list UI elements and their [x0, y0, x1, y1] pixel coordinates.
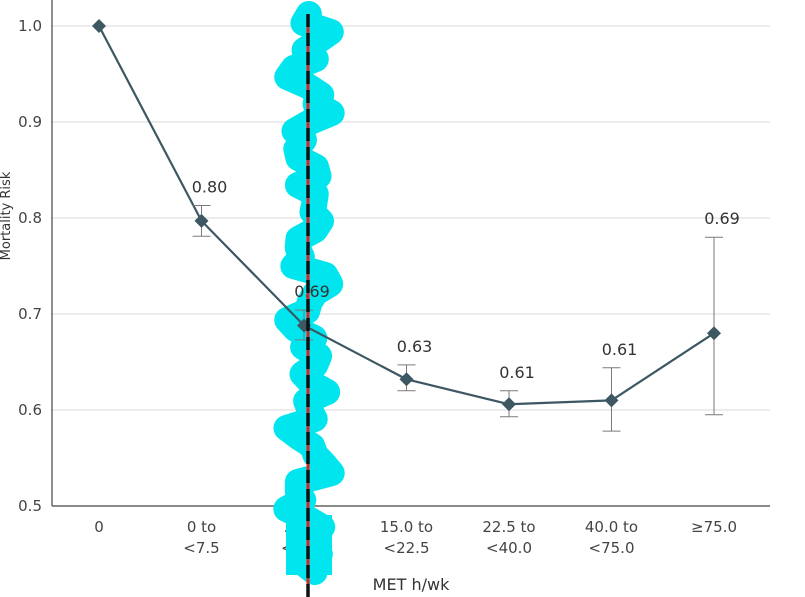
x-tick-label: 22.5 to <40.0 — [482, 518, 535, 557]
data-point-marker — [502, 397, 516, 412]
y-tick-label: 0.7 — [18, 305, 42, 323]
y-tick-label: 1.0 — [18, 17, 42, 35]
data-point-marker — [604, 393, 619, 408]
data-point-marker — [399, 372, 414, 387]
axes — [51, 0, 770, 507]
data-label: 0.61 — [499, 363, 535, 382]
data-point-marker — [194, 213, 209, 228]
y-tick-label: 0.5 — [18, 497, 42, 515]
data-label: 0.63 — [397, 337, 433, 356]
x-tick-labels: 00 to<7.57.5 to<15.015.0 to<22.522.5 to<… — [94, 518, 737, 557]
x-axis-title: MET h/wk — [373, 575, 450, 594]
y-tick-labels: 0.5 0.6 0.7 0.8 0.9 1.0 — [18, 17, 42, 515]
x-tick-label: 0 — [94, 518, 104, 536]
markers — [92, 19, 721, 412]
data-point-marker — [707, 326, 721, 341]
y-tick-label: 0.6 — [18, 401, 42, 419]
gridlines — [52, 25, 770, 411]
data-label: 0.80 — [192, 178, 228, 197]
data-labels: 0.80 0.69 0.63 0.61 0.61 0.69 — [192, 178, 740, 382]
y-axis-title: Mortality Risk — [0, 171, 14, 260]
data-point-marker — [92, 19, 106, 33]
data-label: 0.69 — [704, 209, 740, 228]
data-label: 0.69 — [294, 282, 330, 301]
y-tick-label: 0.9 — [18, 113, 42, 131]
x-tick-label: 15.0 to <22.5 — [380, 518, 433, 557]
x-tick-label: ≥75.0 — [691, 518, 737, 536]
y-tick-label: 0.8 — [18, 209, 42, 227]
x-tick-label: 40.0 to <75.0 — [585, 518, 638, 557]
data-label: 0.61 — [602, 340, 638, 359]
error-bars — [192, 205, 723, 432]
x-tick-label: 0 to <7.5 — [183, 518, 219, 557]
